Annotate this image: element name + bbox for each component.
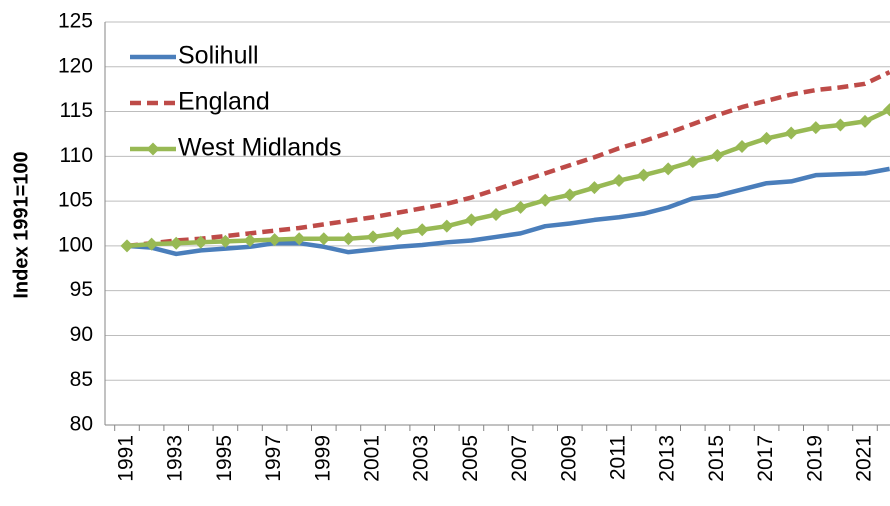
x-tick-label: 2021 <box>853 435 876 482</box>
series-marker <box>760 131 774 145</box>
x-tick-label: 1991 <box>115 435 138 482</box>
y-tick-label: 85 <box>70 368 93 391</box>
series-marker <box>563 188 577 202</box>
series-marker <box>833 118 847 132</box>
series-marker <box>341 232 355 246</box>
series-marker <box>120 239 134 253</box>
series-marker <box>784 126 798 140</box>
legend-marker <box>146 142 160 156</box>
y-tick-label: 120 <box>58 54 93 77</box>
x-tick-label: 2013 <box>656 435 679 482</box>
y-tick-label: 115 <box>60 99 93 122</box>
x-tick-label: 2007 <box>508 435 531 482</box>
x-tick-label: 2017 <box>754 435 777 482</box>
legend-entry: England <box>130 88 270 116</box>
series-marker <box>735 139 749 153</box>
y-axis-label: Index 1991=100 <box>10 151 32 298</box>
series-marker <box>710 148 724 162</box>
x-tick-label: 2009 <box>557 435 580 482</box>
series-marker <box>391 226 405 240</box>
series-line <box>126 107 890 249</box>
legend-label: England <box>178 88 270 116</box>
series-marker <box>415 223 429 237</box>
x-tick-label: 2005 <box>459 435 482 482</box>
series-marker <box>366 230 380 244</box>
series-marker <box>538 193 552 207</box>
x-tick-label: 2003 <box>410 435 433 482</box>
series-marker <box>243 234 257 248</box>
series-marker <box>464 213 478 227</box>
series-marker <box>637 168 651 182</box>
series-marker <box>514 200 528 214</box>
series-marker <box>218 234 232 248</box>
series-marker <box>809 121 823 135</box>
series-marker <box>440 219 454 233</box>
x-tick-label: 1999 <box>311 435 334 482</box>
series-marker <box>612 174 626 188</box>
x-tick-label: 1997 <box>262 435 285 482</box>
x-tick-label: 1993 <box>164 435 187 482</box>
y-tick-label: 125 <box>58 10 93 33</box>
y-tick-label: 105 <box>58 189 93 212</box>
y-tick-label: 90 <box>70 323 93 346</box>
series-marker <box>686 155 700 169</box>
series-marker <box>145 237 159 251</box>
x-tick-label: 2011 <box>607 435 630 480</box>
series-line <box>126 166 890 257</box>
series-marker <box>194 235 208 249</box>
series-marker <box>169 236 183 250</box>
series-marker <box>292 232 306 246</box>
series-marker <box>587 181 601 195</box>
legend-label: Solihull <box>178 42 259 70</box>
y-tick-label: 100 <box>58 233 93 256</box>
y-tick-label: 95 <box>70 278 93 301</box>
x-tick-label: 2001 <box>361 435 384 482</box>
y-tick-label: 80 <box>70 413 93 436</box>
legend-entry: West Midlands <box>130 134 342 162</box>
series-marker <box>317 232 331 246</box>
series-marker <box>489 208 503 222</box>
legend-entry: Solihull <box>130 42 259 70</box>
legend-label: West Midlands <box>178 134 342 162</box>
x-tick-label: 1995 <box>213 435 236 482</box>
series-marker <box>858 114 872 128</box>
series-marker <box>883 103 890 117</box>
series-marker <box>268 233 282 247</box>
x-tick-label: 2019 <box>803 435 826 482</box>
y-tick-label: 110 <box>60 144 93 167</box>
series-line <box>126 70 890 249</box>
series-marker <box>661 162 675 176</box>
x-tick-label: 2015 <box>705 435 728 482</box>
